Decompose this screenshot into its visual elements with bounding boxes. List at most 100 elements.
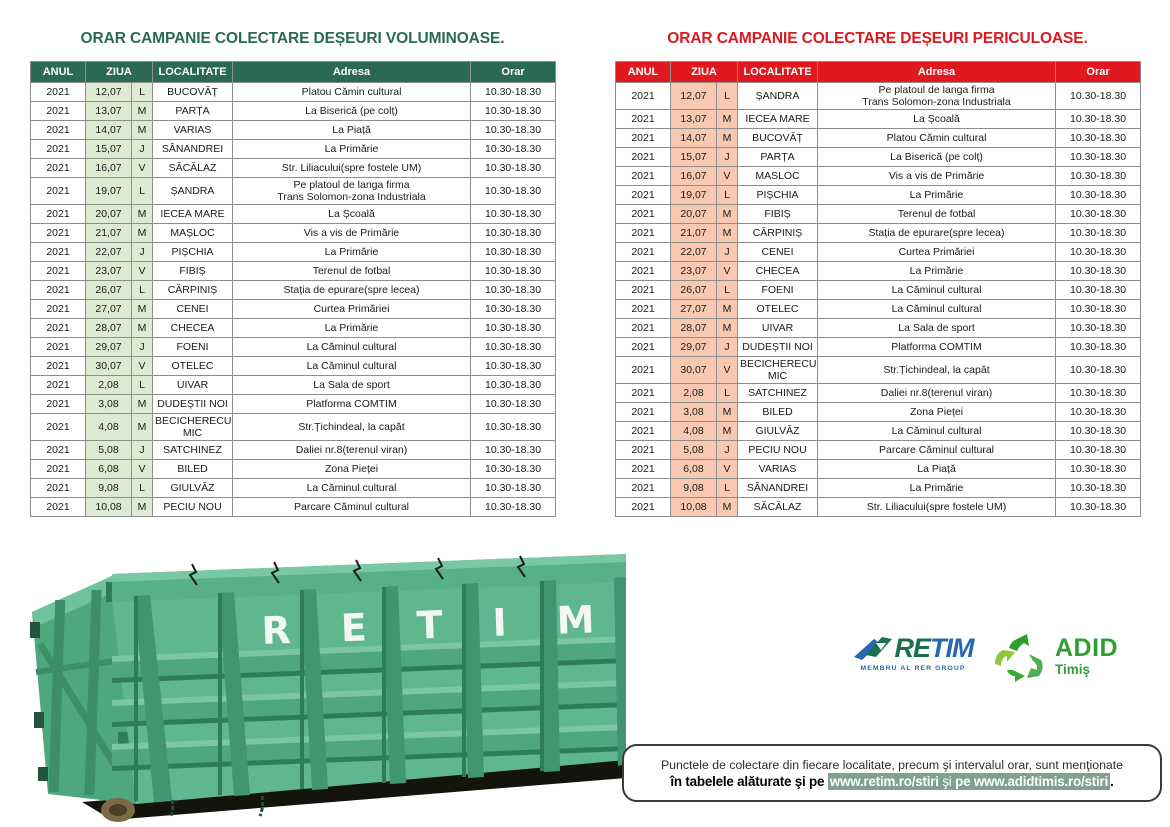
table-row: 2021 10,08 M PECIU NOU Parcare Căminul cultu…: [30, 497, 557, 518]
table-row: 2021 3,08 M DUDEȘTII NOI Platforma COMTIM 10.…: [30, 394, 557, 415]
hours-cell: 10.30-18.30: [470, 440, 557, 461]
locality-cell: CENEI: [152, 299, 234, 320]
locality-cell: OTELEC: [152, 356, 234, 377]
voluminoase-title: ORAR CAMPANIE COLECTARE DEȘEURI VOLUMINO…: [80, 30, 505, 47]
table-row: 2021 13,07 M PARȚA La Biserică (pe colț) 10.3…: [30, 101, 557, 121]
date-cell: 5,08: [670, 440, 717, 461]
locality-cell: MASLOC: [737, 166, 819, 187]
locality-cell: PARȚA: [737, 147, 819, 168]
year-cell: 2021: [615, 166, 671, 187]
address-cell: La Primărie: [817, 478, 1057, 499]
day-cell: M: [715, 497, 739, 518]
table-row: 2021 27,07 M CENEI Curtea Primăriei 10.30-18.…: [30, 299, 557, 320]
address-cell: Str.Țichindeal, la capăt: [817, 356, 1057, 385]
address-cell: La Biserică (pe colț): [232, 101, 472, 121]
locality-cell: BUCOVĂȚ: [737, 128, 819, 149]
day-cell: J: [715, 440, 739, 461]
retim-url-link[interactable]: www.retim.ro/stiri: [829, 773, 939, 789]
address-cell: Platou Cămin cultural: [232, 82, 472, 102]
date-cell: 6,08: [85, 459, 132, 480]
year-cell: 2021: [30, 82, 86, 102]
address-cell: La Piață: [232, 120, 472, 140]
date-cell: 12,07: [670, 81, 717, 111]
date-cell: 22,07: [670, 242, 717, 263]
date-cell: 20,07: [85, 204, 132, 225]
address-cell: Pe platoul de langa firma Trans Solomon-…: [232, 176, 472, 206]
address-cell: Terenul de fotbal: [232, 261, 472, 282]
year-cell: 2021: [615, 318, 671, 339]
year-cell: 2021: [30, 242, 86, 263]
table-row: 2021 29,07 J DUDEȘTII NOI Platforma COMTIM 10…: [615, 337, 1142, 358]
locality-cell: SĂCĂLAZ: [737, 497, 819, 518]
year-cell: 2021: [30, 478, 86, 499]
year-cell: 2021: [615, 383, 671, 404]
column-header: Adresa: [232, 61, 472, 83]
day-cell: J: [715, 147, 739, 168]
locality-cell: PIȘCHIA: [737, 185, 819, 206]
date-cell: 15,07: [85, 139, 132, 159]
year-cell: 2021: [615, 128, 671, 149]
address-cell: La Piață: [817, 459, 1057, 480]
locality-cell: UIVAR: [152, 375, 234, 396]
locality-cell: FIBIȘ: [152, 261, 234, 282]
year-cell: 2021: [615, 478, 671, 499]
table-row: 2021 13,07 M IECEA MARE La Școală 10.30-18.30: [615, 109, 1142, 130]
year-cell: 2021: [30, 440, 86, 461]
voluminoase-section: ORAR CAMPANIE COLECTARE DEȘEURI VOLUMINO…: [30, 26, 557, 518]
year-cell: 2021: [615, 356, 671, 385]
locality-cell: PARȚA: [152, 101, 234, 121]
year-cell: 2021: [30, 120, 86, 140]
table-row: 2021 9,08 L SÂNANDREI La Primărie 10.30-18.30: [615, 478, 1142, 499]
day-cell: V: [715, 166, 739, 187]
day-cell: M: [130, 223, 154, 244]
date-cell: 30,07: [85, 356, 132, 377]
year-cell: 2021: [30, 497, 86, 518]
address-cell: La Căminul cultural: [817, 299, 1057, 320]
table-row: 2021 23,07 V CHECEA La Primărie 10.30-18.30: [615, 261, 1142, 282]
column-header: Orar: [1055, 61, 1142, 83]
year-cell: 2021: [30, 375, 86, 396]
table-row: 2021 22,07 J PIȘCHIA La Primărie 10.30-18.30: [30, 242, 557, 263]
year-cell: 2021: [615, 497, 671, 518]
day-cell: L: [715, 185, 739, 206]
address-cell: La Primărie: [232, 139, 472, 159]
table-row: 2021 22,07 J CENEI Curtea Primăriei 10.30-18.…: [615, 242, 1142, 263]
locality-cell: IECEA MARE: [152, 204, 234, 225]
table-row: 2021 14,07 M VARIAS La Piață 10.30-18.30: [30, 120, 557, 140]
column-header: ZIUA: [669, 61, 739, 83]
hours-cell: 10.30-18.30: [470, 280, 557, 301]
retim-tagline: MEMBRU AL RER GROUP: [860, 665, 966, 672]
date-cell: 30,07: [670, 356, 717, 385]
address-cell: La Primărie: [817, 261, 1057, 282]
date-cell: 14,07: [670, 128, 717, 149]
locality-cell: PECIU NOU: [152, 497, 234, 518]
year-cell: 2021: [30, 261, 86, 282]
day-cell: L: [715, 280, 739, 301]
table-row: 2021 10,08 M SĂCĂLAZ Str. Liliacului(spre fo…: [615, 497, 1142, 518]
locality-cell: SÂNANDREI: [737, 478, 819, 499]
day-cell: M: [715, 204, 739, 225]
locality-cell: IECEA MARE: [737, 109, 819, 130]
year-cell: 2021: [615, 147, 671, 168]
day-cell: L: [130, 478, 154, 499]
footer-line2: în tabelele alăturate şi pe www.retim.ro…: [670, 772, 1114, 790]
table-row: 2021 5,08 J SATCHINEZ Daliei nr.8(terenul vi…: [30, 440, 557, 461]
hours-cell: 10.30-18.30: [470, 356, 557, 377]
hours-cell: 10.30-18.30: [1055, 280, 1142, 301]
day-cell: J: [130, 242, 154, 263]
day-cell: L: [715, 383, 739, 404]
footer-period: .: [1110, 773, 1114, 789]
retim-logo: RETIM MEMBRU AL RER GROUP: [828, 633, 998, 672]
locality-cell: MAȘLOC: [152, 223, 234, 244]
year-cell: 2021: [30, 459, 86, 480]
table-row: 2021 29,07 J FOENI La Căminul cultural 10.30-…: [30, 337, 557, 358]
hours-cell: 10.30-18.30: [470, 337, 557, 358]
year-cell: 2021: [615, 185, 671, 206]
footer-note: Punctele de colectare din fiecare locali…: [622, 744, 1162, 802]
table-row: 2021 23,07 V FIBIȘ Terenul de fotbal 10.30-18…: [30, 261, 557, 282]
year-cell: 2021: [30, 318, 86, 339]
adid-url-link[interactable]: www.adidtimis.ro/stiri: [973, 773, 1109, 789]
address-cell: La Primărie: [817, 185, 1057, 206]
address-cell: La Căminul cultural: [232, 356, 472, 377]
footer-highlight: www.retim.ro/stiri şi pe www.adidtimis.r…: [827, 772, 1111, 790]
